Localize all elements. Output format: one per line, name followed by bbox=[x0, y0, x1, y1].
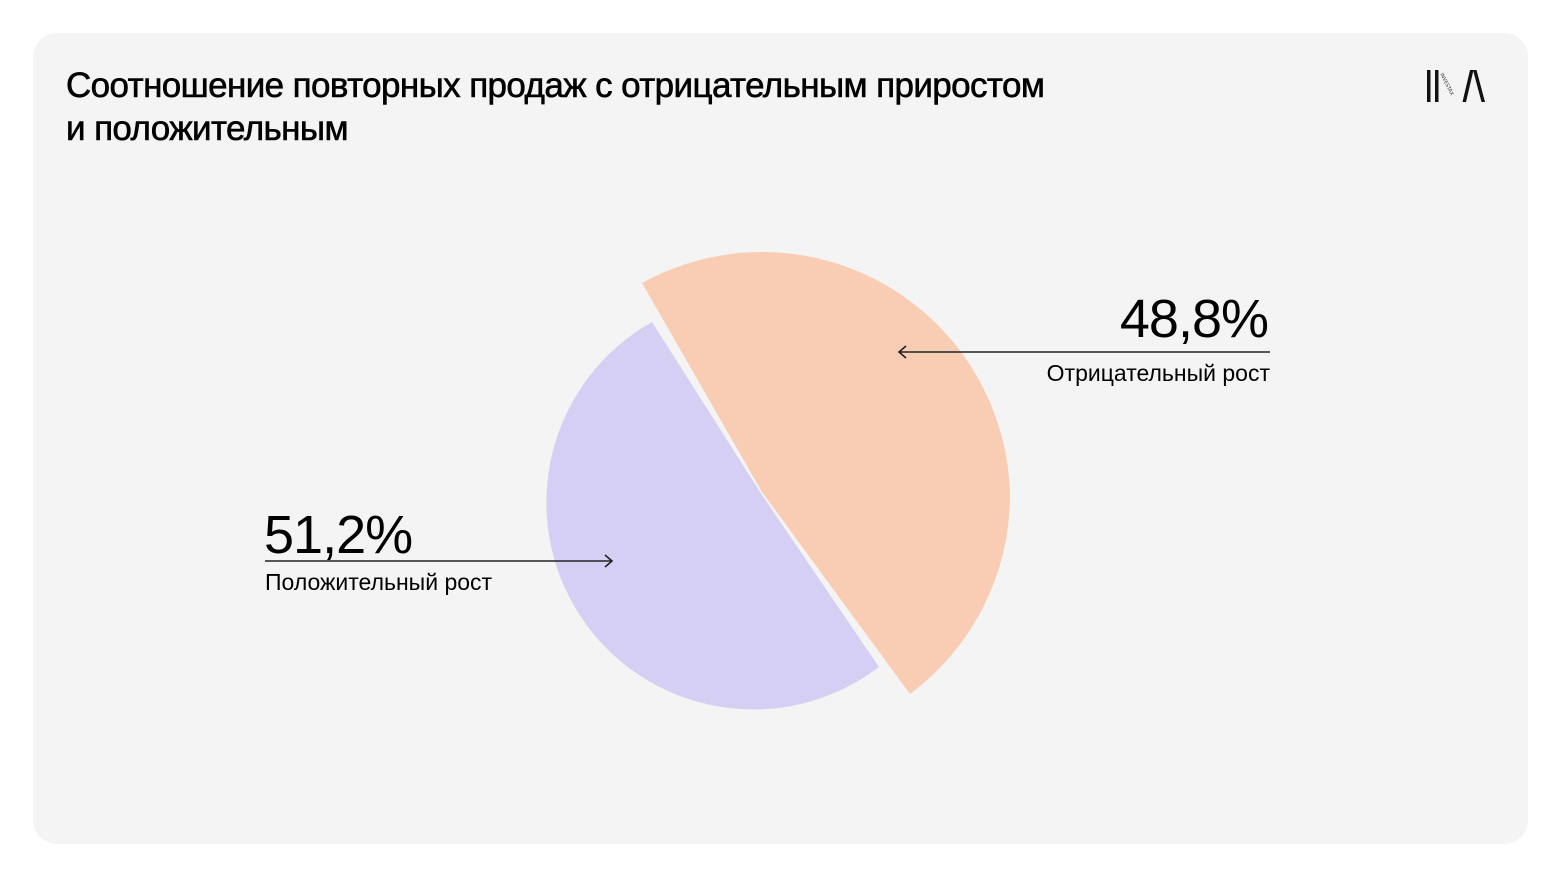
chart-title: Соотношение повторных продаж с отрицател… bbox=[66, 64, 1266, 150]
negative-value-label: 48,8% bbox=[1119, 289, 1269, 349]
negative-name-label: Отрицательный рост bbox=[1046, 360, 1270, 386]
positive-name-label: Положительный рост bbox=[265, 569, 493, 595]
pie-slice-negative[interactable] bbox=[642, 252, 1010, 694]
positive-value-label: 51,2% bbox=[264, 505, 413, 565]
title-line-1: Соотношение повторных продаж с отрицател… bbox=[66, 66, 1045, 106]
title-line-2: и положительным bbox=[66, 109, 349, 149]
invest-logo-icon: INVESTAX bbox=[1427, 70, 1485, 102]
negative-arrow bbox=[897, 345, 1270, 359]
positive-arrow bbox=[265, 554, 614, 568]
pie-slice-positive[interactable] bbox=[546, 322, 879, 710]
